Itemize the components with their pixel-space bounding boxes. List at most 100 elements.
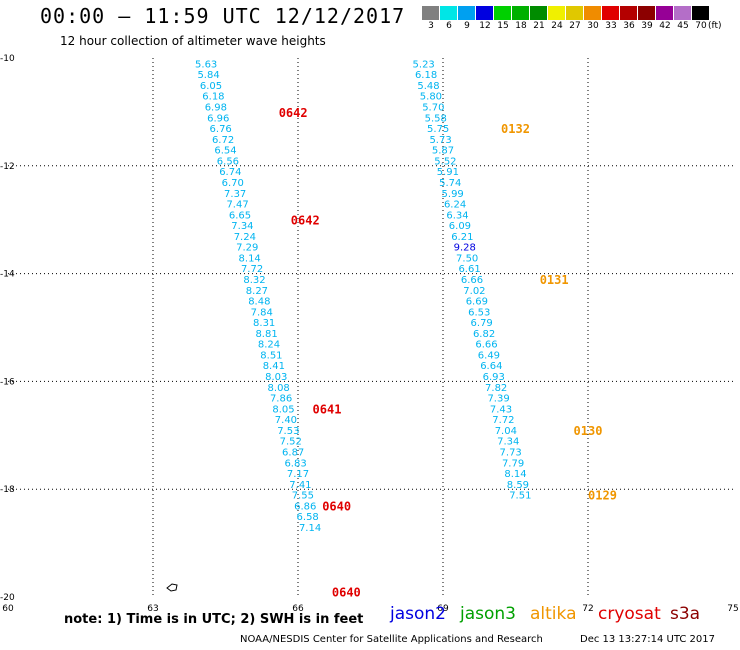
scale-units: (ft) — [708, 21, 722, 31]
swh-value: 5.48 — [417, 81, 439, 92]
scale-swatch — [638, 6, 656, 20]
swh-value: 8.05 — [272, 404, 294, 415]
swh-value: 6.74 — [219, 167, 241, 178]
x-tick-label: 75 — [727, 604, 738, 614]
scale-swatch — [602, 6, 620, 20]
scale-swatch — [530, 6, 548, 20]
swh-value: 5.74 — [439, 178, 461, 189]
swh-value: 7.73 — [500, 447, 522, 458]
x-tick-label: 60 — [2, 604, 14, 614]
swh-value: 7.14 — [299, 523, 321, 534]
time-label: 0131 — [540, 273, 569, 287]
swh-value: 5.70 — [422, 103, 444, 114]
swh-value: 6.18 — [415, 70, 437, 81]
swh-value: 7.43 — [490, 404, 512, 415]
swh-value: 5.87 — [432, 146, 454, 157]
swh-value: 7.84 — [251, 307, 273, 318]
swh-value: 6.87 — [282, 447, 304, 458]
y-tick-label: -14 — [0, 270, 15, 280]
scale-swatch — [458, 6, 476, 20]
swh-value: 6.79 — [471, 318, 493, 329]
swh-value: 6.86 — [294, 501, 316, 512]
scale-swatch — [548, 6, 566, 20]
scale-label: 70 — [695, 21, 707, 31]
swh-value: 8.14 — [239, 253, 261, 264]
swh-value: 6.56 — [217, 156, 239, 167]
swh-value: 5.80 — [420, 92, 442, 103]
swh-value: 8.32 — [243, 275, 265, 286]
swh-value: 6.82 — [473, 329, 495, 340]
swh-value: 7.47 — [226, 200, 248, 211]
swh-value: 7.02 — [463, 286, 485, 297]
swh-value: 6.05 — [200, 81, 222, 92]
swh-value: 8.51 — [260, 350, 282, 361]
time-label: 0642 — [279, 106, 308, 120]
swh-value: 7.50 — [456, 253, 478, 264]
map-title: 00:00 – 11:59 UTC 12/12/2017 — [40, 4, 406, 28]
swh-value: 7.82 — [485, 383, 507, 394]
swh-value: 6.61 — [458, 264, 480, 275]
scale-label: 42 — [659, 21, 671, 31]
swh-value: 6.76 — [210, 124, 232, 135]
scale-label: 30 — [587, 21, 599, 31]
swh-value: 6.34 — [446, 210, 468, 221]
swh-value: 8.14 — [504, 469, 526, 480]
y-tick-label: -20 — [0, 593, 15, 603]
swh-value: 7.86 — [270, 394, 292, 405]
y-tick-label: -10 — [0, 54, 15, 64]
scale-swatch — [440, 6, 458, 20]
color-scale — [422, 6, 710, 20]
scale-swatch — [494, 6, 512, 20]
swh-value: 8.48 — [248, 297, 270, 308]
scale-swatch — [566, 6, 584, 20]
swh-value: 5.75 — [427, 124, 449, 135]
legend-cryosat: cryosat — [598, 604, 661, 624]
swh-value: 5.52 — [434, 156, 456, 167]
scale-label: 18 — [515, 21, 527, 31]
time-label: 0640 — [332, 586, 361, 600]
swh-value: 6.72 — [212, 135, 234, 146]
swh-value: 8.59 — [507, 480, 529, 491]
swh-value: 5.84 — [197, 70, 219, 81]
swh-value: 7.29 — [236, 243, 258, 254]
scale-label: 27 — [569, 21, 581, 31]
time-label: 0640 — [322, 499, 351, 513]
swh-value: 5.91 — [437, 167, 459, 178]
scale-label: 3 — [428, 21, 434, 31]
swh-value: 7.34 — [231, 221, 253, 232]
swh-value: 6.69 — [466, 297, 488, 308]
legend-s3a: s3a — [670, 604, 701, 624]
swh-value: 8.41 — [263, 361, 285, 372]
swh-value: 5.58 — [425, 113, 447, 124]
scale-label: 15 — [497, 21, 509, 31]
x-tick-label: 63 — [147, 604, 158, 614]
scale-label: 36 — [623, 21, 635, 31]
legend-jason2: jason2 — [390, 604, 446, 624]
swh-value: 6.66 — [475, 340, 497, 351]
swh-value: 6.24 — [444, 200, 466, 211]
island-outline — [166, 583, 178, 592]
swh-value: 6.58 — [297, 512, 319, 523]
swh-value: 6.09 — [449, 221, 471, 232]
time-label: 0642 — [291, 214, 320, 228]
scale-label: 45 — [677, 21, 689, 31]
swh-value: 6.98 — [205, 103, 227, 114]
scale-swatch — [476, 6, 494, 20]
swh-value: 7.72 — [241, 264, 263, 275]
time-label: 0132 — [501, 122, 530, 136]
y-tick-label: -18 — [0, 485, 15, 495]
map-subtitle: 12 hour collection of altimeter wave hei… — [60, 34, 326, 48]
scale-swatch — [422, 6, 440, 20]
scale-swatch — [584, 6, 602, 20]
swh-value: 9.28 — [454, 243, 476, 254]
swh-value: 6.66 — [461, 275, 483, 286]
swh-value: 8.08 — [268, 383, 290, 394]
scale-swatch — [674, 6, 692, 20]
swh-value: 7.51 — [509, 491, 531, 502]
swh-value: 5.63 — [195, 59, 217, 70]
color-scale-labels: 3 6 9 12 15 18 21 24 27 30 33 36 39 42 45 70 (ft) — [422, 21, 722, 31]
swh-value: 8.24 — [258, 340, 280, 351]
swh-value: 6.83 — [284, 458, 306, 469]
swh-value: 7.72 — [492, 415, 514, 426]
footer-credit: NOAA/NESDIS Center for Satellite Applica… — [240, 634, 543, 645]
